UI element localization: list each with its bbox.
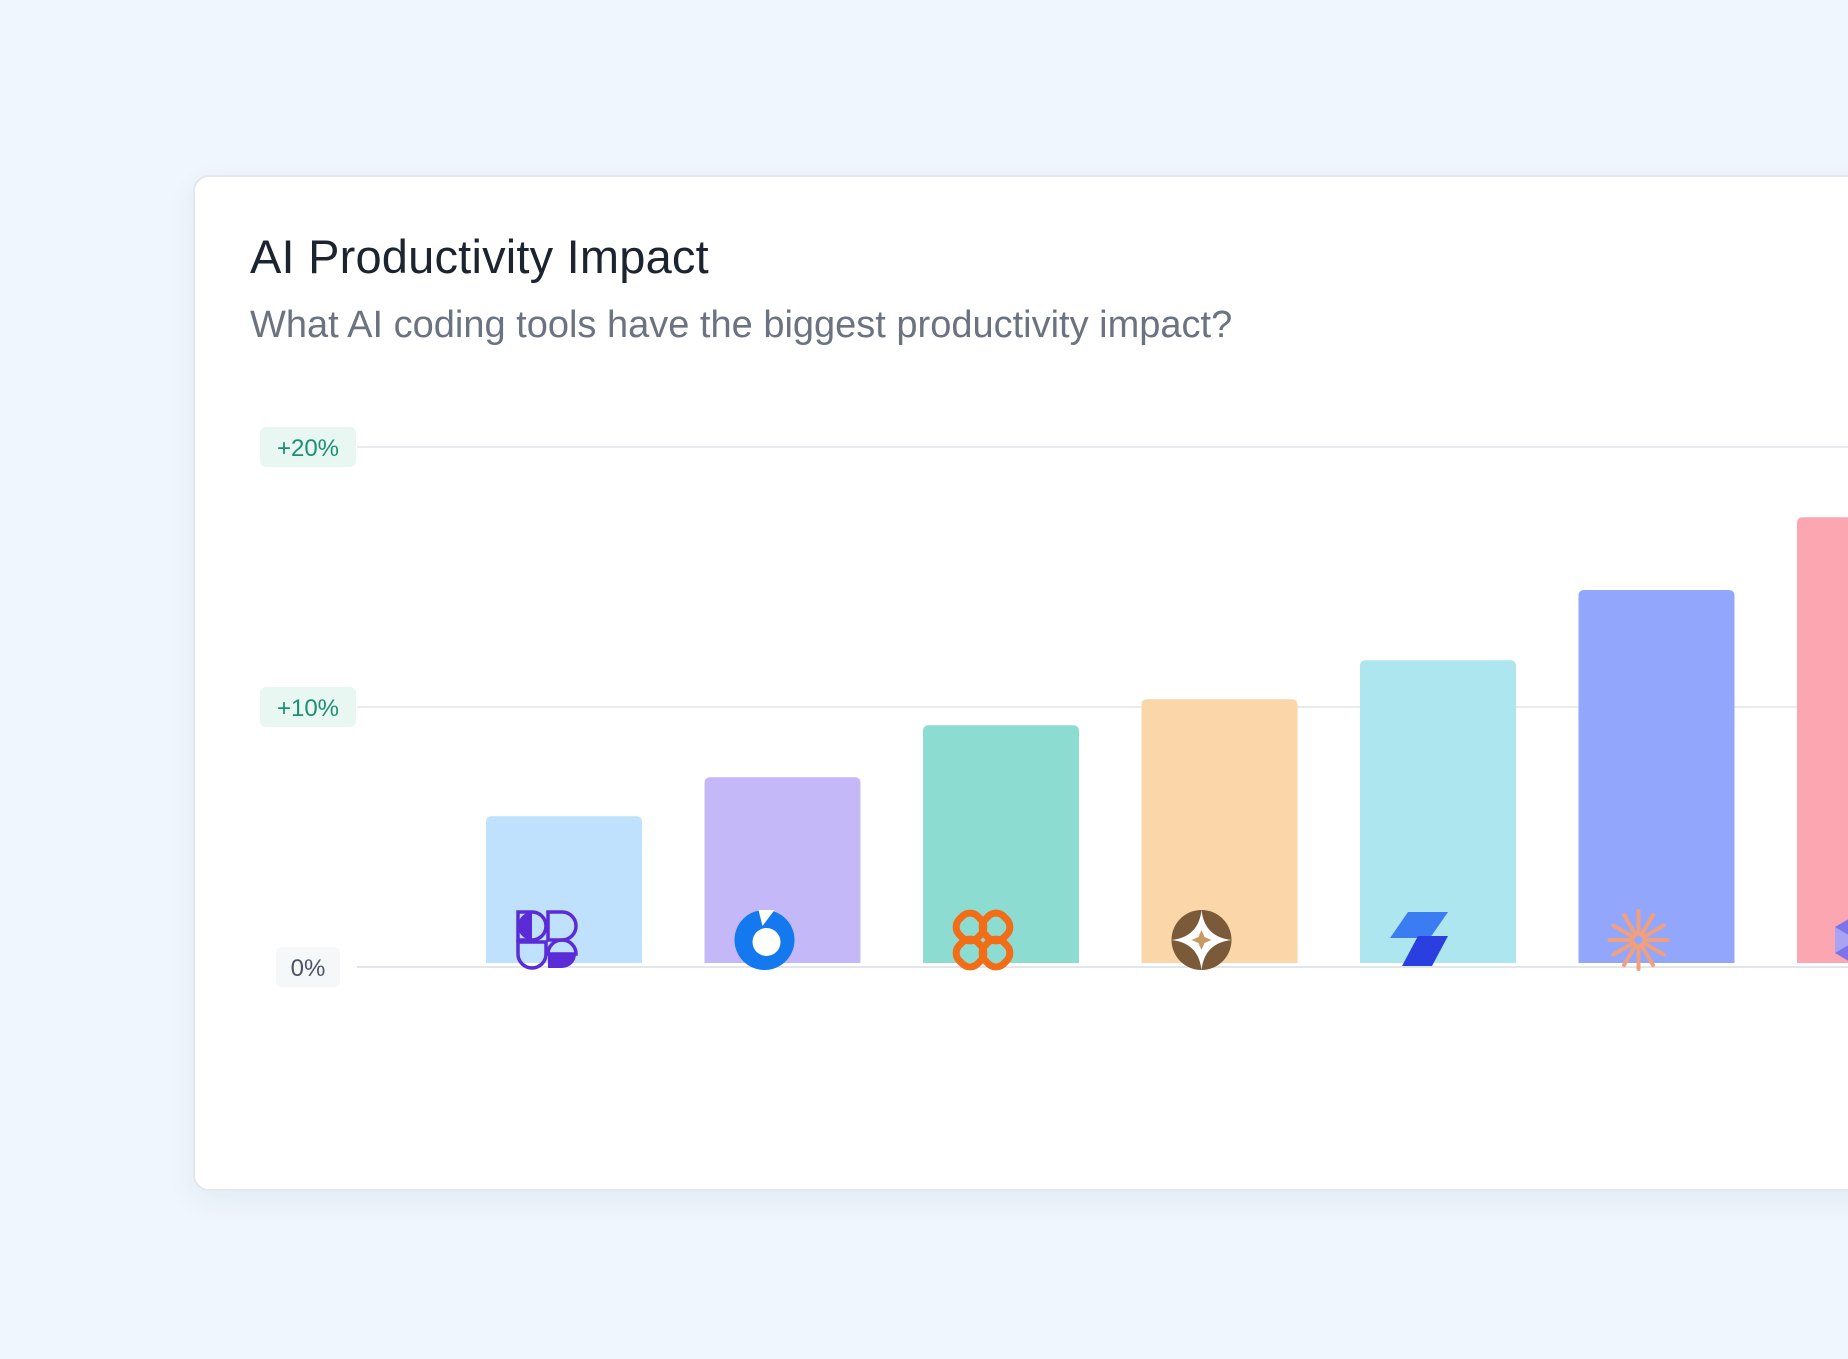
bar-tool-5 [1360,660,1516,963]
bar-tool-7 [1797,517,1848,963]
bar-tool-3 [923,725,1079,963]
parallelogram-logo-icon [1390,912,1448,966]
y-tick-label: +20% [277,435,339,462]
ring-logo-icon [734,910,795,970]
blocks-logo-icon [516,910,578,970]
knot-logo-icon [952,909,1014,971]
y-tick-pill [260,687,356,727]
y-tick-pill [260,427,356,467]
y-tick-label: +10% [277,695,339,722]
y-tick-pill [276,947,340,987]
bar-chart: +20% +10% 0% [260,427,1848,987]
chart-card: AI Productivity Impact What AI coding to… [193,175,1848,1191]
chart-subtitle: What AI coding tools have the biggest pr… [250,304,1233,346]
asterisk-logo-icon [1607,909,1670,971]
bar-tool-6 [1578,590,1735,963]
y-tick-label: 0% [291,955,326,982]
bar-tool-4 [1141,699,1298,963]
chart-title: AI Productivity Impact [250,230,709,283]
hexagon-logo-icon [1835,919,1848,961]
bar-tool-2 [704,777,861,963]
compass-star-logo-icon [1171,910,1232,970]
